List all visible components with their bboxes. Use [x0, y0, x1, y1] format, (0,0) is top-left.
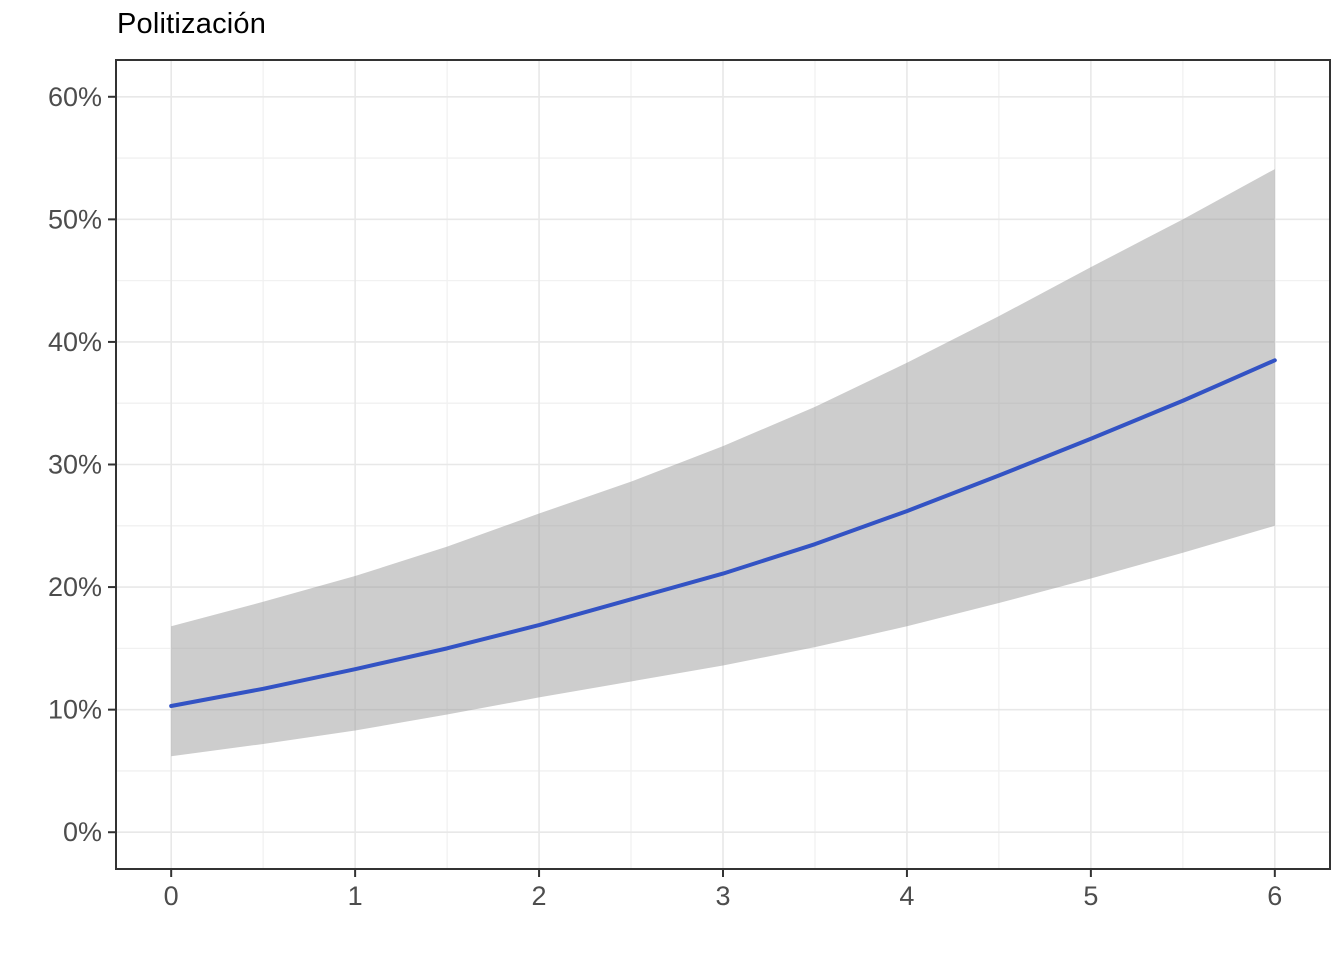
- plot-title: Politización: [117, 8, 267, 40]
- x-tick-label: 0: [164, 881, 179, 911]
- y-tick-label: 40%: [48, 327, 102, 357]
- x-tick-label: 2: [532, 881, 547, 911]
- x-tick-label: 4: [899, 881, 914, 911]
- y-tick-label: 30%: [48, 450, 102, 480]
- x-tick-label: 6: [1267, 881, 1282, 911]
- fitted-line: [169, 358, 1277, 708]
- x-tick-label: 1: [348, 881, 363, 911]
- y-tick-label: 60%: [48, 82, 102, 112]
- y-tick-label: 50%: [48, 204, 102, 234]
- y-tick-label: 0%: [63, 817, 102, 847]
- confidence-band: [171, 169, 1275, 757]
- x-tick-label: 5: [1083, 881, 1098, 911]
- x-tick-label: 3: [715, 881, 730, 911]
- y-tick-label: 20%: [48, 572, 102, 602]
- y-tick-label: 10%: [48, 695, 102, 725]
